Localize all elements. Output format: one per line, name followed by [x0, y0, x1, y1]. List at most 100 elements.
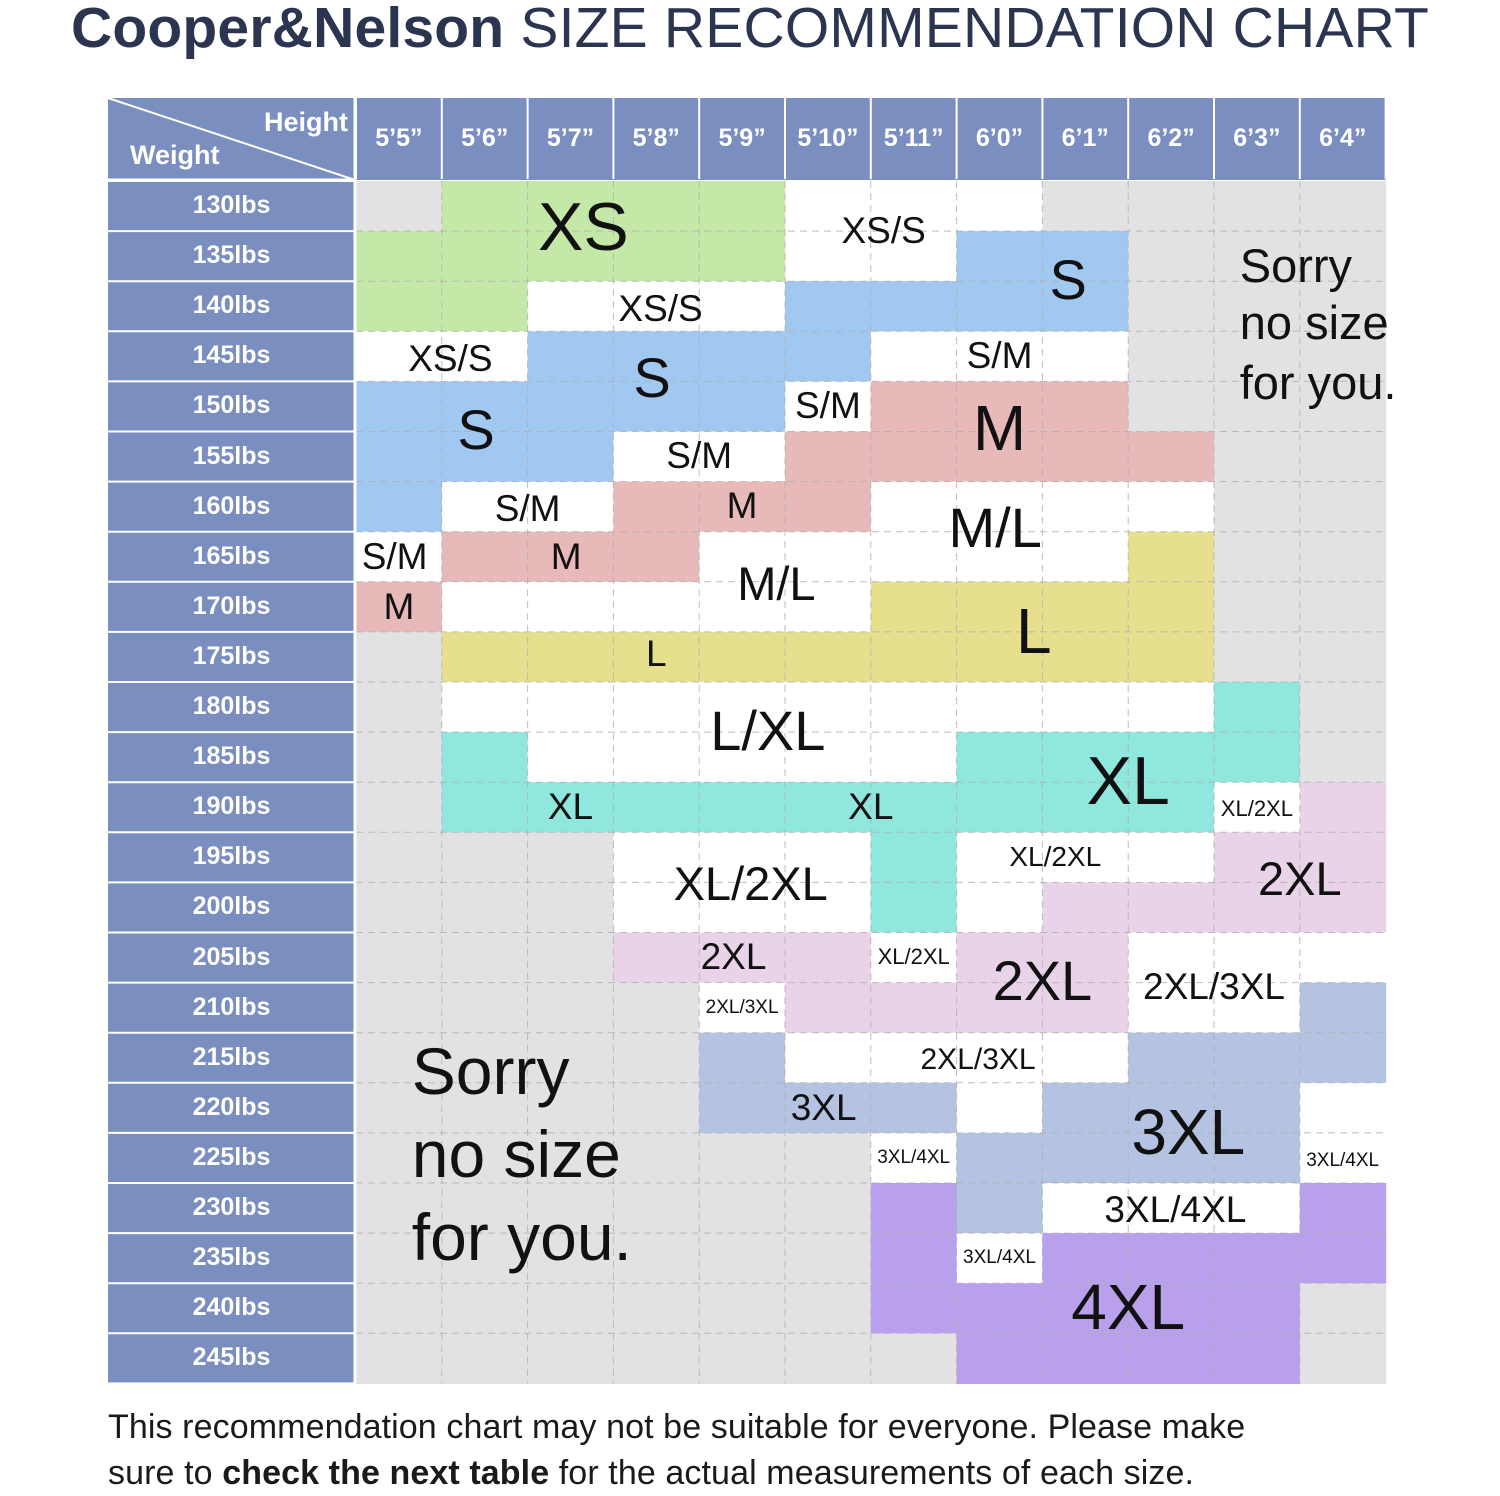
size-label-8: S [633, 345, 671, 409]
size-cell-r22-c10 [1214, 1283, 1301, 1334]
size-label-14: S/M [494, 487, 561, 529]
size-cell-r3-c2 [527, 331, 614, 382]
size-cell-r11-c1 [441, 732, 529, 783]
size-cell-r13-c10 [1214, 832, 1301, 883]
size-cell-r7-c10 [1214, 531, 1301, 583]
size-cell-r9-c8 [1042, 631, 1129, 683]
row-header-6: 160lbs [192, 491, 271, 520]
size-cell-r20-c1 [441, 1183, 529, 1234]
size-cell-r12-c6 [870, 782, 958, 833]
size-cell-r19-c3 [613, 1132, 700, 1184]
size-cell-r13-c11 [1299, 832, 1387, 883]
size-cell-r2-c5 [785, 281, 872, 332]
size-cell-r16-c9 [1128, 982, 1215, 1034]
size-cell-r7-c7 [956, 531, 1043, 583]
size-cell-r3-c9 [1128, 331, 1215, 382]
size-label-4: no size [1239, 296, 1389, 350]
size-cell-r10-c0 [356, 682, 443, 733]
size-cell-r10-c5 [785, 682, 872, 733]
size-cell-r13-c1 [441, 832, 529, 883]
size-label-21: L [1016, 594, 1052, 667]
size-cell-r3-c8 [1042, 331, 1129, 382]
size-cell-r7-c8 [1042, 531, 1129, 583]
size-cell-r19-c2 [527, 1132, 614, 1184]
size-cell-r16-c3 [613, 982, 700, 1034]
size-label-15: M [726, 485, 758, 527]
size-cell-r9-c7 [956, 631, 1043, 683]
size-cell-r19-c8 [1042, 1132, 1129, 1184]
size-cell-r1-c10 [1214, 231, 1301, 282]
size-label-29: XL/2XL [1009, 840, 1102, 872]
size-cell-r10-c6 [870, 682, 958, 733]
size-cell-r1-c1 [441, 231, 529, 282]
size-cell-r15-c1 [441, 932, 529, 984]
size-cell-r7-c11 [1299, 531, 1387, 583]
size-cell-r12-c4 [699, 782, 786, 833]
size-cell-r3-c6 [870, 331, 958, 382]
row-header-3: 145lbs [192, 341, 271, 370]
size-label-17: S/M [361, 535, 428, 577]
size-cell-r21-c8 [1042, 1233, 1129, 1284]
size-cell-r23-c11 [1299, 1333, 1387, 1384]
size-cell-r17-c9 [1128, 1032, 1215, 1084]
size-label-6: XS/S [618, 287, 703, 329]
size-cell-r5-c5 [785, 431, 872, 483]
size-cell-r1-c11 [1299, 231, 1387, 282]
column-header-6: 5’11” [883, 124, 944, 152]
size-cell-r8-c11 [1299, 581, 1387, 633]
size-cell-r9-c9 [1128, 631, 1215, 683]
size-cell-r4-c10 [1214, 381, 1301, 433]
footnote: This recommendation chart may not be sui… [108, 1404, 1398, 1496]
size-cell-r16-c6 [870, 982, 958, 1034]
size-cell-r9-c6 [870, 631, 958, 683]
size-cell-r1-c5 [785, 231, 872, 282]
row-header-12: 190lbs [192, 792, 271, 821]
row-header-10: 180lbs [192, 692, 271, 720]
size-cell-r13-c6 [870, 832, 958, 883]
size-cell-r4-c3 [613, 381, 700, 433]
size-cell-r13-c5 [785, 832, 872, 883]
footnote-bold: check the next table [222, 1454, 550, 1492]
size-cell-r16-c5 [785, 982, 872, 1034]
size-cell-r17-c6 [870, 1032, 958, 1084]
size-cell-r19-c4 [699, 1132, 786, 1184]
row-header-23: 245lbs [192, 1343, 271, 1372]
size-cell-r4-c5 [785, 381, 872, 433]
row-header-20: 230lbs [192, 1193, 271, 1221]
size-cell-r11-c3 [613, 732, 700, 783]
size-cell-r4-c0 [356, 381, 443, 433]
size-cell-r6-c2 [527, 481, 614, 533]
size-cell-r1-c0 [356, 231, 443, 282]
size-cell-r7-c5 [785, 531, 872, 583]
size-cell-r22-c11 [1299, 1283, 1387, 1334]
size-cell-r20-c0 [356, 1183, 443, 1234]
size-cell-r22-c8 [1042, 1283, 1129, 1334]
size-cell-r2-c4 [699, 281, 786, 332]
size-cell-r13-c2 [527, 832, 614, 883]
size-label-41: 3XL [1131, 1095, 1246, 1168]
size-cell-r18-c6 [870, 1082, 958, 1134]
size-cell-r11-c2 [527, 732, 614, 783]
size-label-40: 3XL [790, 1086, 857, 1128]
row-header-7: 165lbs [192, 541, 271, 570]
size-cell-r23-c10 [1214, 1333, 1301, 1384]
size-cell-r14-c2 [527, 882, 614, 934]
size-cell-r17-c7 [956, 1032, 1043, 1084]
row-header-11: 185lbs [192, 742, 271, 771]
size-cell-r12-c10 [1214, 782, 1301, 833]
size-cell-r12-c9 [1128, 782, 1215, 833]
size-cell-r8-c4 [699, 581, 786, 633]
size-cell-r17-c11 [1299, 1032, 1387, 1084]
size-label-28: XL/2XL [673, 857, 828, 911]
size-cell-r17-c8 [1042, 1032, 1129, 1084]
size-cell-r23-c1 [441, 1333, 529, 1384]
size-cell-r21-c4 [699, 1233, 786, 1284]
size-cell-r4-c1 [441, 381, 529, 433]
size-cell-r2-c2 [527, 281, 614, 332]
corner-weight-label: Weight [130, 140, 220, 170]
size-cell-r19-c10 [1214, 1132, 1301, 1184]
size-cell-r20-c5 [785, 1183, 872, 1234]
size-cell-r10-c9 [1128, 682, 1215, 733]
size-label-37: no size [411, 1117, 621, 1192]
size-cell-r16-c8 [1042, 982, 1129, 1034]
